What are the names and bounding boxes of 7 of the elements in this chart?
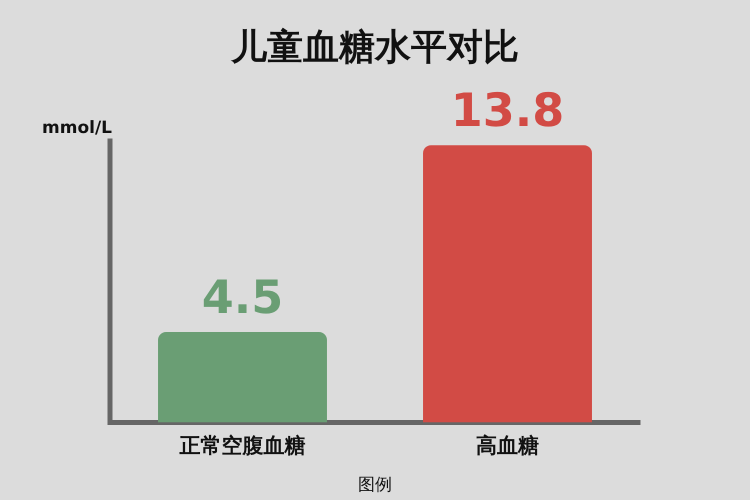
data-label: 4.5 <box>202 270 284 324</box>
x-tick-label: 高血糖 <box>476 433 539 458</box>
y-axis-title: mmol/L <box>42 118 112 138</box>
data-label: 13.8 <box>450 83 564 138</box>
x-axis-title: 图例 <box>358 475 392 496</box>
x-tick-label: 正常空腹血糖 <box>178 433 306 458</box>
chart-title: 儿童血糖水平对比 <box>230 26 519 68</box>
